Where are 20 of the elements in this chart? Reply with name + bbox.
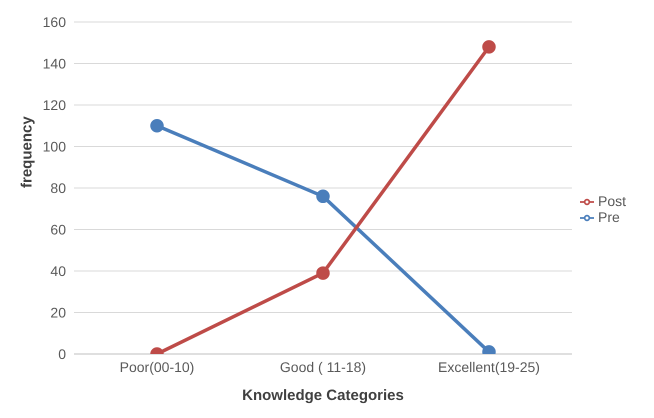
x-tick-label: Poor(00-10) [120,358,194,375]
y-tick-label: 40 [50,262,66,279]
y-tick-label: 80 [50,180,66,196]
y-axis-title: frequency [18,116,36,188]
y-tick-label: 100 [42,138,66,154]
y-tick-label: 20 [50,304,66,320]
y-tick-label: 120 [42,96,66,113]
point [316,190,330,204]
legend-label: Post [598,192,626,209]
x-tick-label: Good ( 11-18) [280,358,366,375]
y-tick-label: 60 [50,221,66,238]
point [482,40,496,54]
point [316,266,330,280]
y-tick-label: 0 [58,346,66,362]
legend-label: Pre [598,209,620,225]
point [150,119,164,132]
y-tick-label: 140 [42,55,66,72]
y-tick-label: 160 [42,14,66,30]
x-axis-title: Knowledge Categories [242,387,404,404]
x-tick-label: Excellent(19-25) [438,358,540,375]
